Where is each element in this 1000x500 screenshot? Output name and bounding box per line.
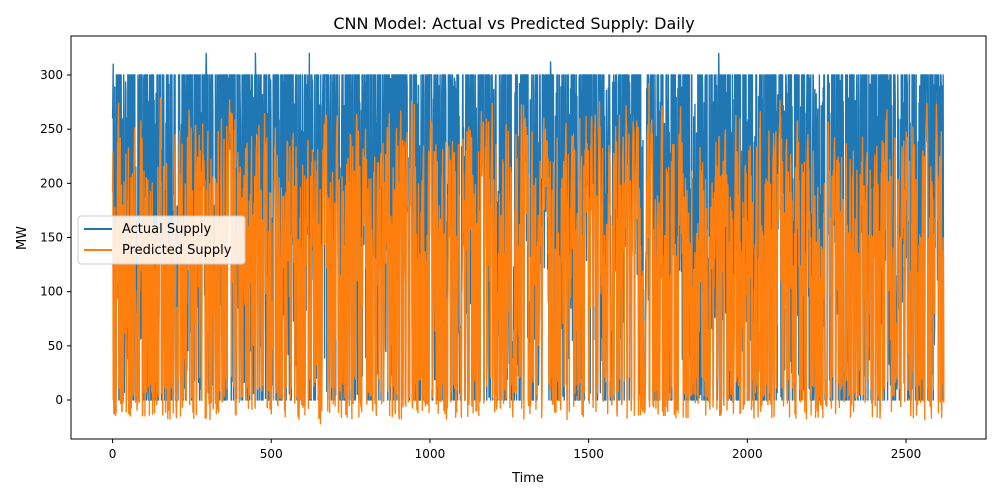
- y-tick-label: 300: [40, 68, 63, 82]
- y-tick-label: 200: [40, 176, 63, 190]
- legend-label-predicted-supply: Predicted Supply: [122, 243, 232, 258]
- y-axis: 0 50 100 150 200 250 300: [40, 68, 71, 407]
- x-tick-label: 1500: [573, 447, 604, 461]
- x-tick-label: 2000: [732, 447, 763, 461]
- y-tick-label: 150: [40, 231, 63, 245]
- x-axis: 0 500 1000 1500 2000 2500: [109, 439, 922, 461]
- y-axis-label: MW: [15, 226, 30, 250]
- x-tick-label: 500: [260, 447, 283, 461]
- chart-title: CNN Model: Actual vs Predicted Supply: D…: [333, 14, 694, 33]
- y-tick-label: 0: [55, 393, 63, 407]
- legend-box: [77, 215, 246, 265]
- y-tick-label: 250: [40, 122, 63, 136]
- legend: Actual Supply Predicted Supply: [77, 215, 246, 265]
- x-tick-label: 0: [109, 447, 117, 461]
- series-line-predicted-supply: [111, 82, 945, 425]
- x-tick-label: 1000: [415, 447, 446, 461]
- legend-label-actual-supply: Actual Supply: [122, 222, 211, 237]
- x-tick-label: 2500: [891, 447, 922, 461]
- x-axis-label: Time: [511, 471, 544, 486]
- y-tick-label: 100: [40, 285, 63, 299]
- y-tick-label: 50: [48, 339, 63, 353]
